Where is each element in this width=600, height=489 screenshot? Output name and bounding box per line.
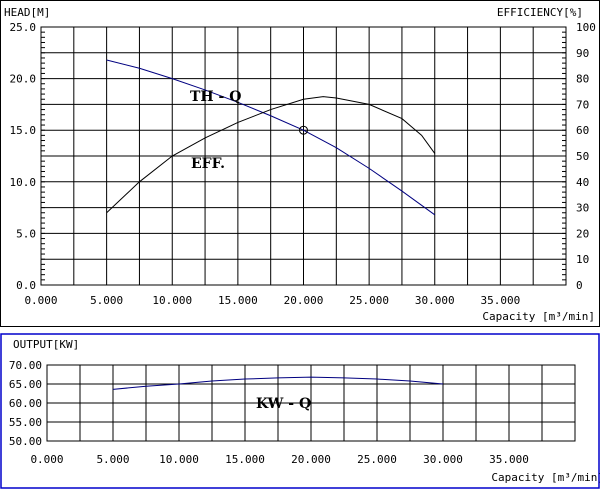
x-tick-label: 20.000 xyxy=(284,294,324,307)
series-line-th-q xyxy=(106,59,436,216)
x-tick-label: 25.000 xyxy=(349,294,389,307)
y-tick-label: 5.0 xyxy=(16,227,36,240)
x-tick-label: 25.000 xyxy=(357,453,397,466)
y-tick-label: 60.00 xyxy=(9,397,42,410)
y-tick-label: 0.0 xyxy=(16,279,36,292)
series-line-eff xyxy=(106,96,436,214)
left-axis-label: OUTPUT[KW] xyxy=(13,338,79,351)
x-tick-label: 0.000 xyxy=(30,453,63,466)
series-label-th-q: TH - Q xyxy=(190,89,241,105)
y-tick-label: 25.0 xyxy=(10,21,37,34)
x-tick-label: 10.000 xyxy=(152,294,192,307)
x-tick-label: 10.000 xyxy=(159,453,199,466)
operating-point-marker xyxy=(299,125,308,135)
y-tick-label: 10.0 xyxy=(10,176,37,189)
x-tick-label: 35.000 xyxy=(481,294,521,307)
y2-tick-label: 100 xyxy=(576,21,596,34)
x-tick-label: 5.000 xyxy=(90,294,123,307)
x-tick-label: 15.000 xyxy=(225,453,265,466)
left-axis-label: HEAD[M] xyxy=(4,6,50,19)
y2-tick-label: 40 xyxy=(576,176,589,189)
y-tick-label: 55.00 xyxy=(9,416,42,429)
y-tick-label: 65.00 xyxy=(9,378,42,391)
y2-tick-label: 70 xyxy=(576,98,589,111)
series-label-eff: EFF. xyxy=(191,156,225,172)
x-tick-label: 35.000 xyxy=(489,453,529,466)
top-panel-frame xyxy=(0,0,600,327)
y2-tick-label: 90 xyxy=(576,47,589,60)
y-tick-label: 20.0 xyxy=(10,73,37,86)
series-label-kw-q: KW - Q xyxy=(256,396,311,412)
bottom-panel-frame xyxy=(0,333,600,489)
y-tick-label: 70.00 xyxy=(9,359,42,372)
y-tick-label: 50.00 xyxy=(9,435,42,448)
x-tick-label: 30.000 xyxy=(415,294,455,307)
y2-tick-label: 30 xyxy=(576,202,589,215)
y2-tick-label: 0 xyxy=(576,279,583,292)
y-tick-label: 15.0 xyxy=(10,124,37,137)
series-line-kw-q xyxy=(112,376,444,390)
x-tick-label: 0.000 xyxy=(24,294,57,307)
y2-tick-label: 50 xyxy=(576,150,589,163)
x-axis-label: Capacity [m³/min] xyxy=(482,310,595,323)
right-axis-label: EFFICIENCY[%] xyxy=(497,6,583,19)
x-tick-label: 20.000 xyxy=(291,453,331,466)
x-tick-label: 15.000 xyxy=(218,294,258,307)
y2-tick-label: 10 xyxy=(576,253,589,266)
plot-area-border xyxy=(46,364,576,442)
y2-tick-label: 20 xyxy=(576,227,589,240)
x-tick-label: 30.000 xyxy=(423,453,463,466)
x-tick-label: 5.000 xyxy=(96,453,129,466)
x-axis-label: Capacity [m³/min] xyxy=(491,471,600,484)
y2-tick-label: 80 xyxy=(576,73,589,86)
y2-tick-label: 60 xyxy=(576,124,589,137)
